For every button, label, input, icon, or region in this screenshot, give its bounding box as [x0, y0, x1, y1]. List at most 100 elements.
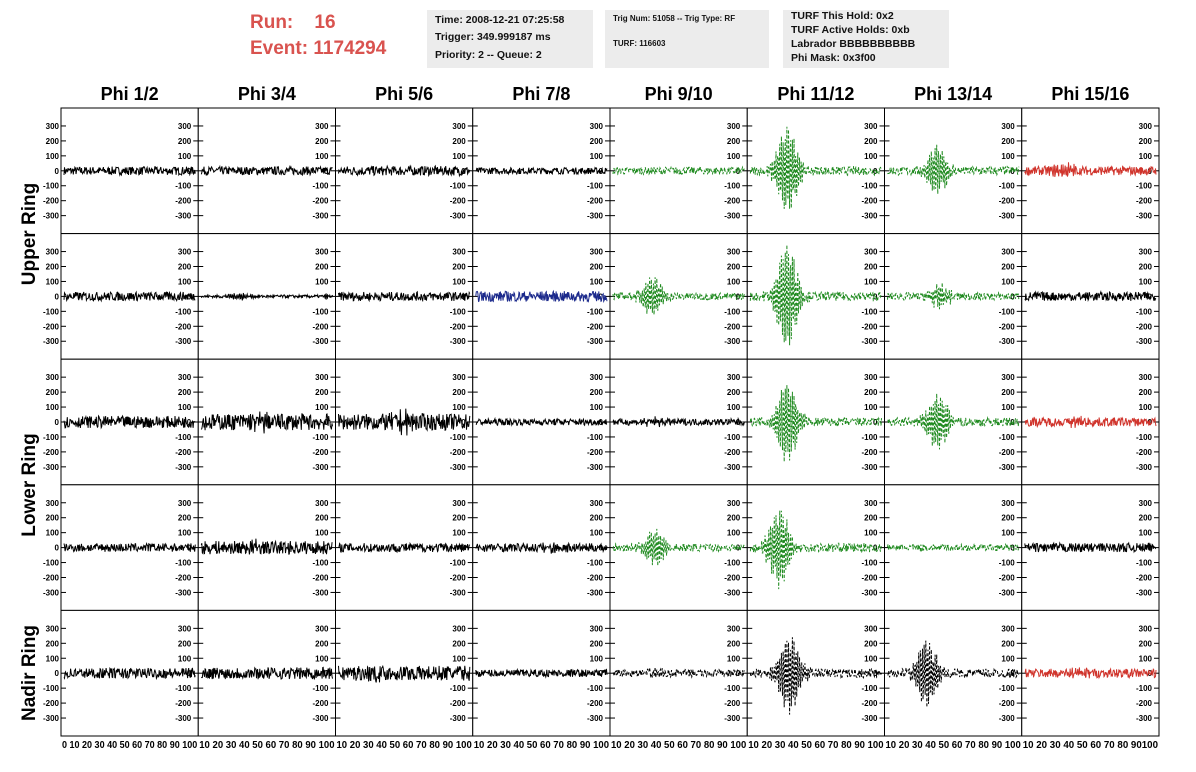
y-tick-label: 300 [452, 122, 466, 131]
y-tick-label: -100 [861, 182, 878, 191]
y-tick-label: -100 [724, 433, 741, 442]
y-tick-label: -100 [175, 684, 192, 693]
y-tick-label: 100 [1001, 152, 1015, 161]
event-label: Event: 1174294 [250, 38, 387, 59]
y-tick-label: 100 [590, 403, 604, 412]
y-tick-label: 100 [452, 529, 466, 538]
y-tick-label: -100 [312, 559, 329, 568]
y-tick-label: 100 [590, 529, 604, 538]
y-tick-label: -100 [861, 433, 878, 442]
y-tick-label: -200 [175, 448, 192, 457]
labrador-line: Labrador BBBBBBBBBB [791, 38, 916, 50]
y-tick-label: 0 [324, 167, 329, 176]
y-tick-label: 200 [864, 263, 878, 272]
x-tick-labels: 10 20 30 40 50 60 70 80 90100 [1023, 740, 1159, 751]
y-tick-label: 100 [315, 529, 329, 538]
y-tick-label: 200 [315, 263, 329, 272]
y-tick-label: -200 [1136, 699, 1153, 708]
y-tick-label: 200 [452, 137, 466, 146]
y-tick-label: 300 [727, 499, 741, 508]
y-tick-label: -300 [312, 337, 329, 346]
y-tick-label: -100 [312, 684, 329, 693]
y-tick-label: 100 [178, 152, 192, 161]
column-label: Phi 11/12 [777, 84, 855, 104]
y-tick-label: 200 [178, 514, 192, 523]
y-tick-label: -100 [175, 307, 192, 316]
y-tick-label: 300 [178, 499, 192, 508]
x-tick-labels: 10 20 30 40 50 60 70 80 90 100 [337, 740, 473, 751]
y-tick-label: -300 [587, 463, 604, 472]
y-tick-label: 100 [590, 277, 604, 286]
y-tick-label: -200 [1136, 573, 1153, 582]
waveform-trace [63, 290, 196, 303]
y-tick-label: 100 [315, 654, 329, 663]
y-tick-label: -300 [450, 588, 467, 597]
y-tick-label: -300 [587, 714, 604, 723]
y-tick-label: -200 [43, 573, 60, 582]
column-label: Phi 9/10 [644, 84, 713, 104]
waveform-trace [475, 667, 608, 679]
y-tick-label: -100 [1136, 182, 1153, 191]
waveform-trace [1024, 415, 1157, 429]
y-tick-label: 0 [55, 669, 60, 678]
y-tick-label: 300 [1139, 499, 1153, 508]
y-tick-label: -100 [724, 307, 741, 316]
y-tick-label: -300 [43, 714, 60, 723]
y-tick-label: -200 [450, 699, 467, 708]
y-tick-label: -200 [312, 322, 329, 331]
y-tick-label: -200 [724, 197, 741, 206]
y-tick-label: 300 [590, 373, 604, 382]
waveform-trace [63, 165, 196, 177]
y-tick-label: -200 [312, 699, 329, 708]
y-tick-label: 200 [590, 137, 604, 146]
y-tick-label: -200 [587, 699, 604, 708]
y-tick-label: 200 [590, 388, 604, 397]
y-tick-label: -200 [1136, 197, 1153, 206]
y-tick-label: -100 [1136, 433, 1153, 442]
y-tick-label: 0 [461, 418, 466, 427]
y-tick-label: 100 [1139, 277, 1153, 286]
y-tick-label: -100 [1136, 307, 1153, 316]
trig-num-line: Trig Num: 51058 -- Trig Type: RF [613, 14, 736, 23]
y-tick-label: 200 [590, 263, 604, 272]
y-tick-label: -100 [587, 684, 604, 693]
y-tick-label: -100 [43, 559, 60, 568]
y-tick-label: -100 [999, 433, 1016, 442]
y-tick-label: 200 [452, 388, 466, 397]
x-tick-labels: 10 20 30 40 50 60 70 80 90 100 [748, 740, 884, 751]
y-tick-label: 200 [452, 263, 466, 272]
y-tick-label: 200 [315, 388, 329, 397]
y-tick-label: 200 [1139, 514, 1153, 523]
waveform-trace [1024, 162, 1157, 177]
y-tick-label: 300 [1139, 248, 1153, 257]
y-tick-label: -200 [724, 699, 741, 708]
y-tick-label: -100 [724, 559, 741, 568]
y-tick-label: 0 [1010, 167, 1015, 176]
y-tick-label: -100 [587, 182, 604, 191]
y-tick-label: 200 [1001, 514, 1015, 523]
y-tick-label: -300 [724, 588, 741, 597]
time-info-box: Time: 2008-12-21 07:25:58 Trigger: 349.9… [427, 10, 593, 68]
y-tick-label: -100 [861, 684, 878, 693]
y-tick-label: 100 [1139, 403, 1153, 412]
y-tick-label: -300 [43, 463, 60, 472]
y-tick-label: 300 [315, 248, 329, 257]
y-tick-label: -300 [999, 714, 1016, 723]
y-tick-label: 100 [452, 403, 466, 412]
y-tick-label: 300 [315, 122, 329, 131]
waveform-trace [63, 667, 196, 681]
y-tick-label: 300 [590, 122, 604, 131]
y-tick-label: 100 [452, 152, 466, 161]
y-tick-label: 0 [873, 544, 878, 553]
y-tick-label: 0 [55, 544, 60, 553]
y-tick-label: 200 [452, 639, 466, 648]
y-tick-label: -100 [999, 307, 1016, 316]
waveform-trace [63, 414, 196, 430]
y-tick-label: 100 [315, 403, 329, 412]
y-tick-label: -200 [1136, 322, 1153, 331]
y-tick-label: 100 [178, 403, 192, 412]
column-label: Phi 1/2 [100, 84, 159, 104]
y-tick-label: 300 [864, 373, 878, 382]
y-tick-label: -300 [587, 337, 604, 346]
waveform-trace [200, 292, 333, 301]
